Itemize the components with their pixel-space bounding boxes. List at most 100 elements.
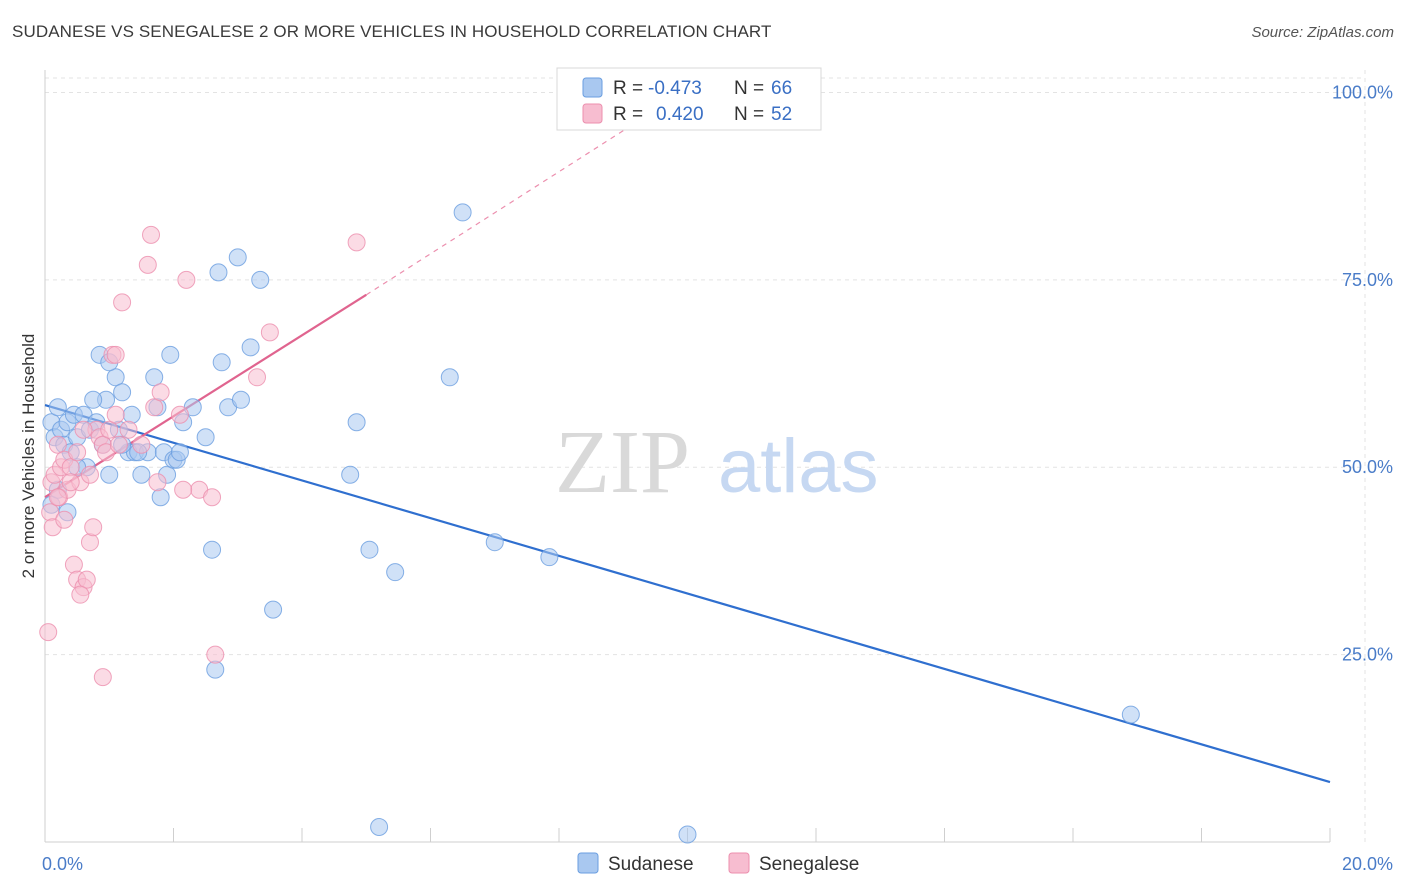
point-senegalese-45 [80, 465, 99, 484]
series-legend: Sudanese Senegalese [577, 852, 859, 875]
legend-r-label-1: R = [613, 78, 643, 99]
trend-line-senegalese [44, 293, 367, 499]
point-sudanese-56 [678, 825, 697, 844]
point-senegalese-30 [142, 225, 161, 244]
point-senegalese-51 [174, 480, 193, 499]
data-points [39, 203, 1140, 844]
legend-n-label-1: N = [734, 78, 764, 99]
legend-r-value-1: -0.473 [648, 78, 702, 99]
point-senegalese-49 [61, 473, 80, 492]
watermark: ZIP atlas [555, 413, 879, 512]
point-sudanese-2 [48, 398, 67, 417]
point-sudanese-50 [370, 818, 389, 837]
chart-title: SUDANESE VS SENEGALESE 2 OR MORE VEHICLE… [12, 22, 772, 41]
bottom-legend-swatch-senegalese [728, 852, 750, 874]
point-senegalese-46 [93, 668, 112, 687]
point-sudanese-37 [203, 540, 222, 559]
point-sudanese-53 [453, 203, 472, 222]
point-senegalese-37 [203, 488, 222, 507]
point-sudanese-40 [212, 353, 231, 372]
x-tick-label-1: 20.0% [1342, 854, 1393, 874]
bottom-legend-label-senegalese: Senegalese [759, 854, 859, 875]
x-tick-label-0: 0.0% [42, 854, 83, 874]
x-tick-labels: 0.0% 20.0% [42, 854, 1393, 874]
legend-r-label-2: R = [613, 104, 643, 125]
legend-r-value-2: 0.420 [656, 104, 704, 125]
point-sudanese-30 [161, 345, 180, 364]
point-sudanese-47 [341, 465, 360, 484]
trend-lines [44, 121, 1331, 784]
point-sudanese-51 [386, 563, 405, 582]
point-senegalese-29 [138, 255, 157, 274]
point-sudanese-49 [360, 540, 379, 559]
grid-lines [45, 70, 1366, 842]
point-senegalese-31 [145, 398, 164, 417]
point-senegalese-22 [100, 420, 119, 439]
point-sudanese-39 [209, 263, 228, 282]
point-sudanese-33 [170, 443, 189, 462]
point-senegalese-50 [71, 585, 90, 604]
point-sudanese-43 [231, 390, 250, 409]
legend-n-value-1: 66 [771, 78, 792, 99]
point-senegalese-5 [48, 435, 67, 454]
point-senegalese-42 [48, 488, 67, 507]
point-senegalese-39 [248, 368, 267, 387]
point-sudanese-46 [264, 600, 283, 619]
legend-swatch-senegalese [582, 103, 603, 124]
y-tick-labels: 25.0% 50.0% 75.0% 100.0% [1332, 82, 1393, 664]
point-senegalese-34 [170, 405, 189, 424]
point-senegalese-48 [74, 420, 93, 439]
source-credit: Source: ZipAtlas.com [1251, 24, 1394, 41]
trend-line-sudanese [44, 403, 1331, 784]
point-senegalese-28 [132, 435, 151, 454]
point-sudanese-57 [1121, 705, 1140, 724]
trend-line-senegalese-extension [365, 121, 637, 296]
point-senegalese-41 [347, 233, 366, 252]
watermark-atlas: atlas [718, 424, 879, 509]
point-sudanese-21 [122, 405, 141, 424]
point-senegalese-25 [109, 435, 128, 454]
legend-swatch-sudanese [582, 77, 603, 98]
watermark-zip: ZIP [555, 413, 690, 512]
point-sudanese-38 [206, 660, 225, 679]
point-sudanese-36 [196, 428, 215, 447]
point-senegalese-11 [64, 555, 83, 574]
point-senegalese-44 [68, 443, 87, 462]
point-sudanese-48 [347, 413, 366, 432]
point-senegalese-43 [55, 510, 74, 529]
point-senegalese-35 [177, 270, 196, 289]
bottom-legend-label-sudanese: Sudanese [608, 854, 694, 875]
point-sudanese-42 [228, 248, 247, 267]
point-senegalese-32 [148, 473, 167, 492]
y-axis-label: 2 or more Vehicles in Household [19, 334, 38, 579]
point-sudanese-45 [251, 270, 270, 289]
point-sudanese-27 [151, 488, 170, 507]
legend-n-value-2: 52 [771, 104, 792, 125]
point-senegalese-16 [80, 533, 99, 552]
y-tick-label-1: 50.0% [1342, 457, 1393, 477]
point-sudanese-44 [241, 338, 260, 357]
y-tick-label-0: 25.0% [1342, 645, 1393, 665]
point-senegalese-33 [151, 383, 170, 402]
point-sudanese-19 [113, 383, 132, 402]
point-sudanese-54 [485, 533, 504, 552]
y-tick-label-3: 100.0% [1332, 82, 1393, 102]
point-senegalese-0 [39, 623, 58, 642]
correlation-legend: R = -0.473 N = 66 R = 0.420 N = 52 [556, 67, 822, 131]
point-senegalese-38 [206, 645, 225, 664]
y-tick-label-2: 75.0% [1342, 270, 1393, 290]
point-senegalese-15 [77, 570, 96, 589]
point-senegalese-27 [119, 420, 138, 439]
point-sudanese-17 [106, 368, 125, 387]
point-senegalese-40 [260, 323, 279, 342]
point-sudanese-61 [84, 390, 103, 409]
point-sudanese-52 [440, 368, 459, 387]
point-senegalese-47 [106, 405, 125, 424]
point-sudanese-23 [132, 465, 151, 484]
point-sudanese-25 [145, 368, 164, 387]
point-sudanese-55 [540, 548, 559, 567]
point-sudanese-16 [100, 465, 119, 484]
bottom-legend-swatch-sudanese [577, 852, 599, 874]
point-senegalese-24 [106, 345, 125, 364]
